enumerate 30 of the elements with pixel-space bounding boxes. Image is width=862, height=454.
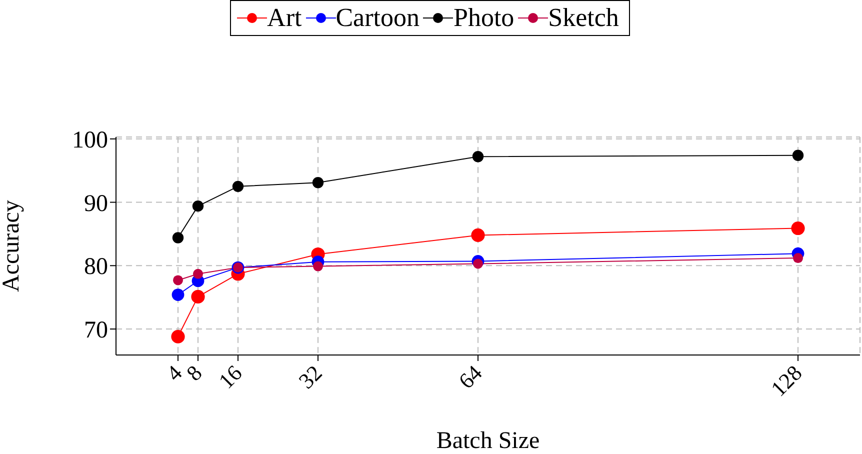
point (472, 151, 484, 162)
point (171, 330, 185, 344)
x-axis-title: Batch Size (436, 428, 540, 454)
point (173, 275, 183, 286)
point (473, 258, 483, 269)
y-axis-title: Accuracy (0, 200, 25, 292)
y-tick-label: 100 (72, 127, 108, 154)
y-tick-label: 70 (84, 318, 108, 344)
point (191, 290, 205, 304)
point (793, 253, 803, 264)
point (313, 261, 323, 272)
legend-label: Photo (453, 3, 514, 33)
point (312, 177, 324, 188)
point (791, 221, 805, 236)
point (172, 232, 184, 244)
y-tick-label: 90 (84, 190, 108, 217)
point (192, 200, 204, 212)
legend-label: Art (267, 3, 302, 33)
x-tick-label: 32 (294, 360, 327, 394)
x-tick-label: 16 (214, 360, 247, 394)
point (792, 150, 804, 161)
point (471, 228, 485, 242)
point (232, 180, 244, 192)
x-tick-label: 64 (454, 360, 487, 394)
point (193, 268, 203, 279)
point (172, 288, 184, 301)
legend-label: Sketch (548, 3, 619, 33)
legend-label: Cartoon (336, 3, 420, 33)
y-tick-label: 80 (84, 254, 108, 280)
x-tick-label: 128 (766, 360, 807, 402)
